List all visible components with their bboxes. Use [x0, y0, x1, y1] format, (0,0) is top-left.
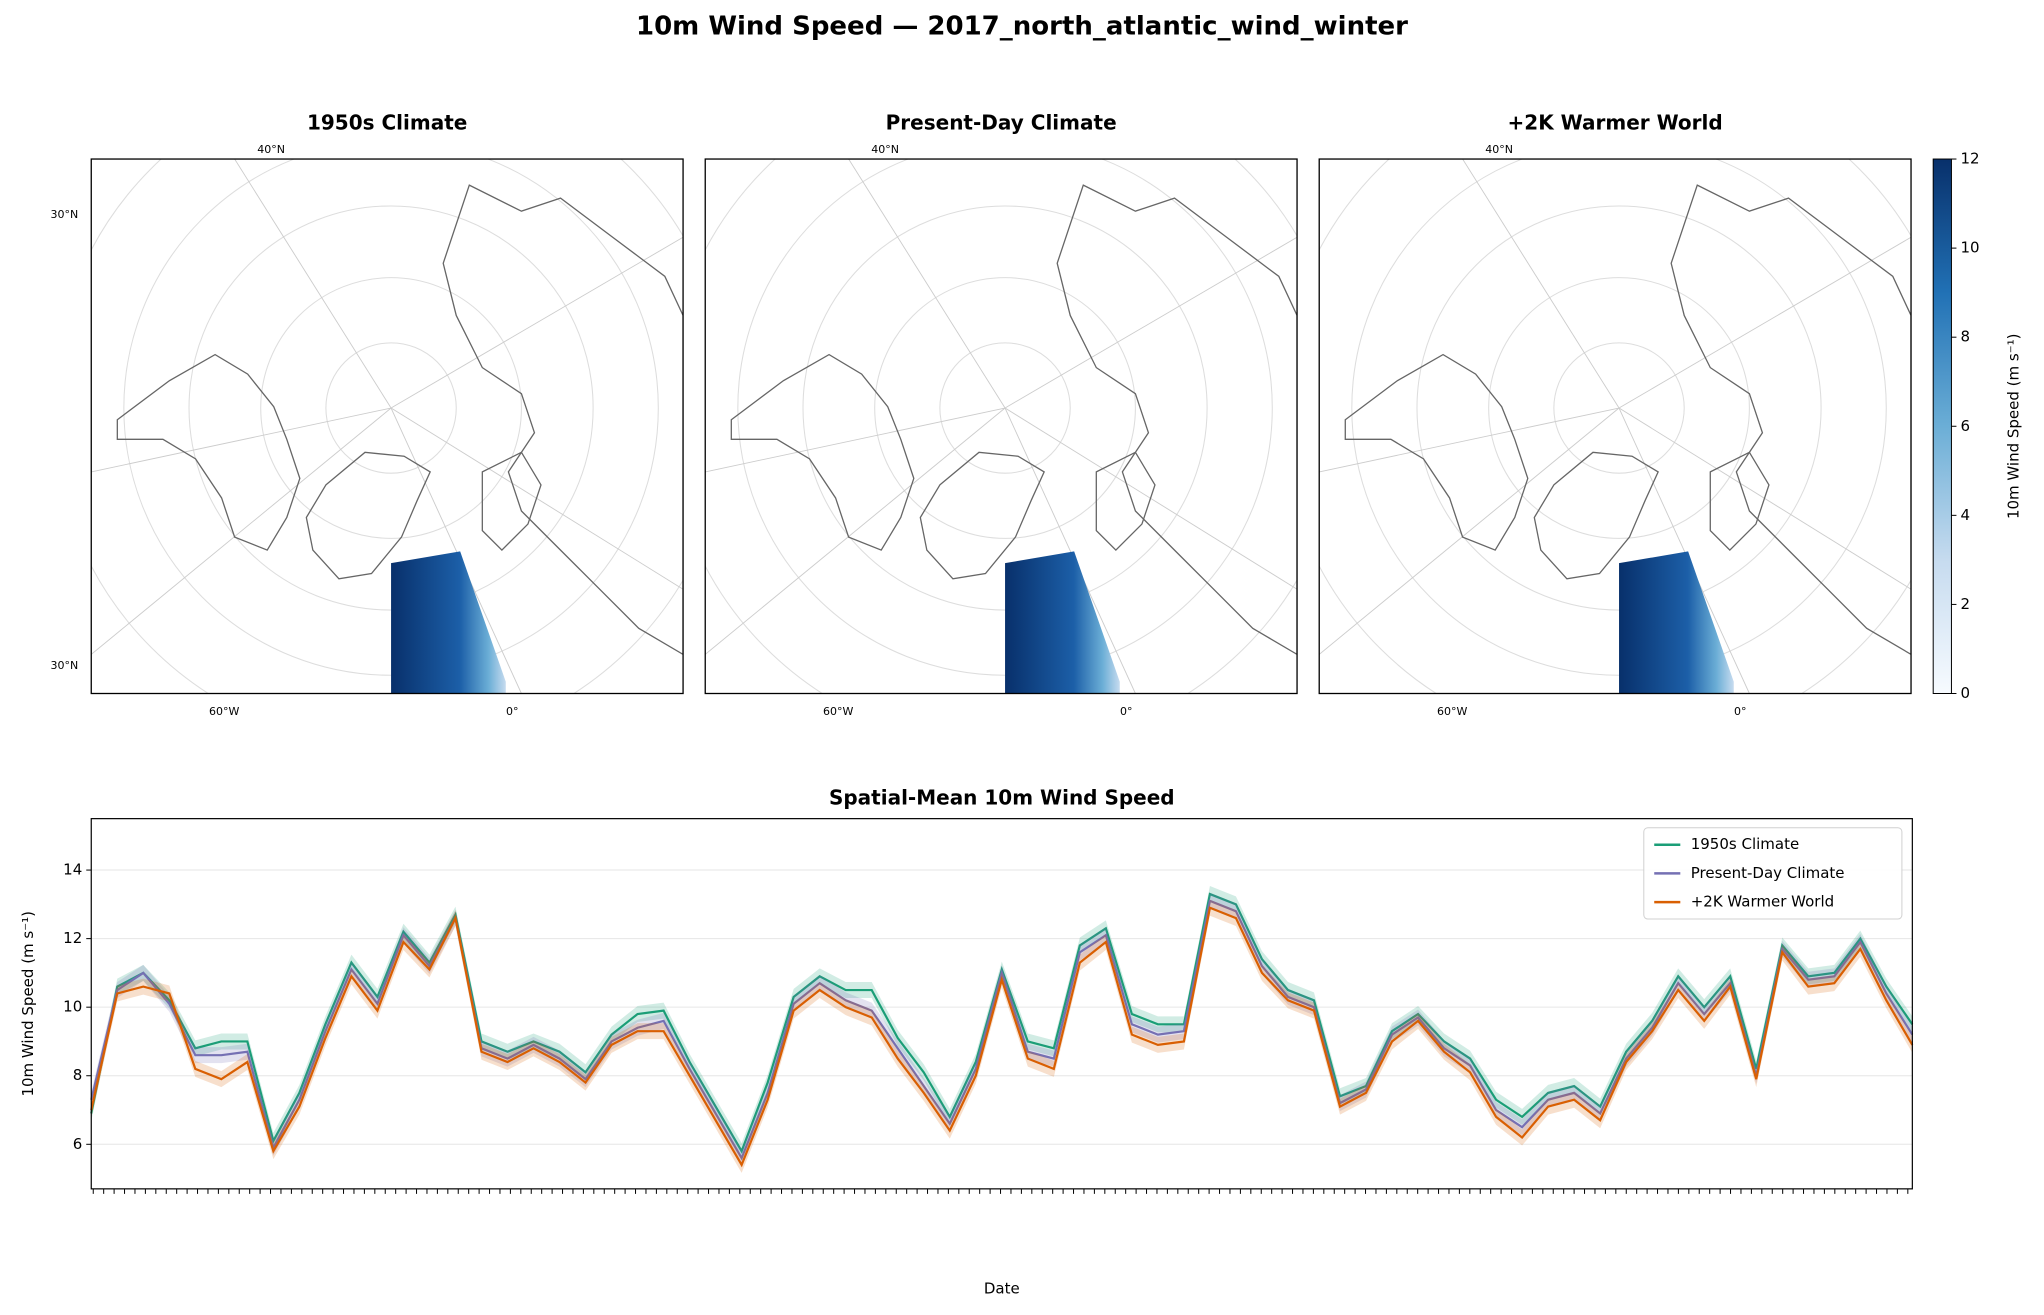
legend-label: 1950s Climate: [1691, 835, 1799, 853]
meridian: [1618, 236, 1912, 409]
coastline: [116, 353, 301, 551]
figure-title: 10m Wind Speed — 2017_north_atlantic_win…: [636, 12, 1408, 42]
lon-label: 0°: [1120, 705, 1133, 718]
map-content: [91, 159, 684, 694]
map-frame: [90, 158, 684, 695]
colorbar-label: 10m Wind Speed (m s⁻¹): [2005, 333, 2023, 519]
colorbar-tick-label: 8: [1960, 328, 1970, 346]
coastline: [305, 451, 432, 580]
colorbar-tick-label: 4: [1960, 506, 1970, 524]
x-axis-label: Date: [984, 1280, 1020, 1298]
meridian: [1319, 407, 1620, 655]
colorbar-tick-label: 0: [1960, 684, 1970, 702]
panel-title: Present-Day Climate: [886, 110, 1117, 134]
meridian: [1004, 407, 1136, 694]
map-content: [1319, 159, 1912, 694]
legend-label: +2K Warmer World: [1691, 893, 1834, 911]
meridian: [705, 407, 1006, 473]
series-line: [90, 892, 1914, 1154]
coastline: [481, 451, 542, 552]
meridian: [1462, 159, 1620, 409]
meridian: [234, 159, 392, 409]
lat-label: 30°N: [50, 659, 78, 672]
lat-label: 40°N: [1485, 143, 1513, 156]
map: [90, 158, 684, 695]
graticule: [874, 277, 1136, 539]
colorbar: [1932, 158, 1952, 695]
wind-field: [1619, 551, 1734, 694]
y-axis-label: 10m Wind Speed (m s⁻¹): [19, 911, 37, 1097]
plot-frame: [90, 818, 1913, 1190]
y-tick-label: 10: [63, 998, 82, 1016]
meridian: [1004, 236, 1298, 409]
coastline: [1670, 184, 1912, 656]
lon-label: 60°W: [1437, 705, 1467, 718]
y-tick-label: 12: [63, 929, 82, 947]
graticule: [1553, 342, 1685, 474]
coastline: [1533, 451, 1659, 580]
graticule: [939, 342, 1071, 474]
graticule: [260, 277, 522, 539]
lat-label: 40°N: [871, 143, 899, 156]
graticule: [1416, 205, 1822, 611]
y-tick-label: 14: [63, 861, 82, 879]
meridian: [390, 407, 522, 694]
lon-label: 60°W: [209, 705, 239, 718]
colorbar-tick-label: 12: [1960, 150, 1979, 168]
graticule: [1351, 159, 1887, 676]
graticule: [802, 205, 1208, 611]
colorbar-tick-label: 2: [1960, 595, 1970, 613]
coastline: [1344, 353, 1529, 551]
y-tick-label: 8: [73, 1066, 83, 1084]
meridian: [1618, 407, 1750, 694]
meridian: [848, 159, 1006, 409]
colorbar-tick-label: 10: [1960, 239, 1979, 257]
graticule: [737, 159, 1273, 676]
coastline: [1095, 451, 1156, 552]
uncertainty-band: [91, 899, 1913, 1173]
meridian: [1319, 407, 1620, 473]
lat-label: 40°N: [257, 143, 285, 156]
wind-field: [391, 551, 506, 694]
coastline: [1709, 451, 1770, 552]
coastline: [442, 184, 684, 656]
map-content: [705, 159, 1298, 694]
lat-label: 30°N: [50, 208, 78, 221]
meridian: [705, 407, 1006, 655]
meridian: [91, 407, 392, 655]
panel-title: 1950s Climate: [307, 110, 467, 134]
panel-title: +2K Warmer World: [1508, 110, 1723, 134]
legend-box: [1643, 827, 1903, 920]
graticule: [325, 342, 457, 474]
uncertainty-band: [91, 886, 1913, 1160]
chart-title: Spatial-Mean 10m Wind Speed: [829, 786, 1175, 810]
map: [1318, 158, 1912, 695]
meridian: [390, 236, 684, 409]
map-frame: [1318, 158, 1912, 695]
lon-label: 0°: [1734, 705, 1747, 718]
graticule: [1488, 277, 1750, 539]
meridian: [91, 407, 392, 473]
series-line: [90, 906, 1914, 1168]
series-line: [90, 899, 1914, 1161]
wind-field: [1005, 551, 1120, 694]
y-tick-label: 6: [73, 1135, 83, 1153]
coastline: [919, 451, 1045, 580]
legend-label: Present-Day Climate: [1691, 864, 1845, 882]
lon-label: 60°W: [823, 705, 853, 718]
coastline: [1056, 184, 1298, 656]
lon-label: 0°: [506, 705, 519, 718]
map-frame: [704, 158, 1298, 695]
colorbar-tick-label: 6: [1960, 417, 1970, 435]
map: [704, 158, 1298, 695]
coastline: [730, 353, 915, 551]
